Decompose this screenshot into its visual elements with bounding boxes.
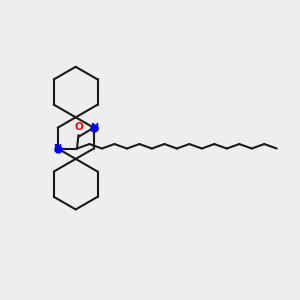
Text: N: N bbox=[54, 143, 62, 154]
Text: O: O bbox=[74, 122, 83, 132]
Text: N: N bbox=[90, 123, 98, 133]
